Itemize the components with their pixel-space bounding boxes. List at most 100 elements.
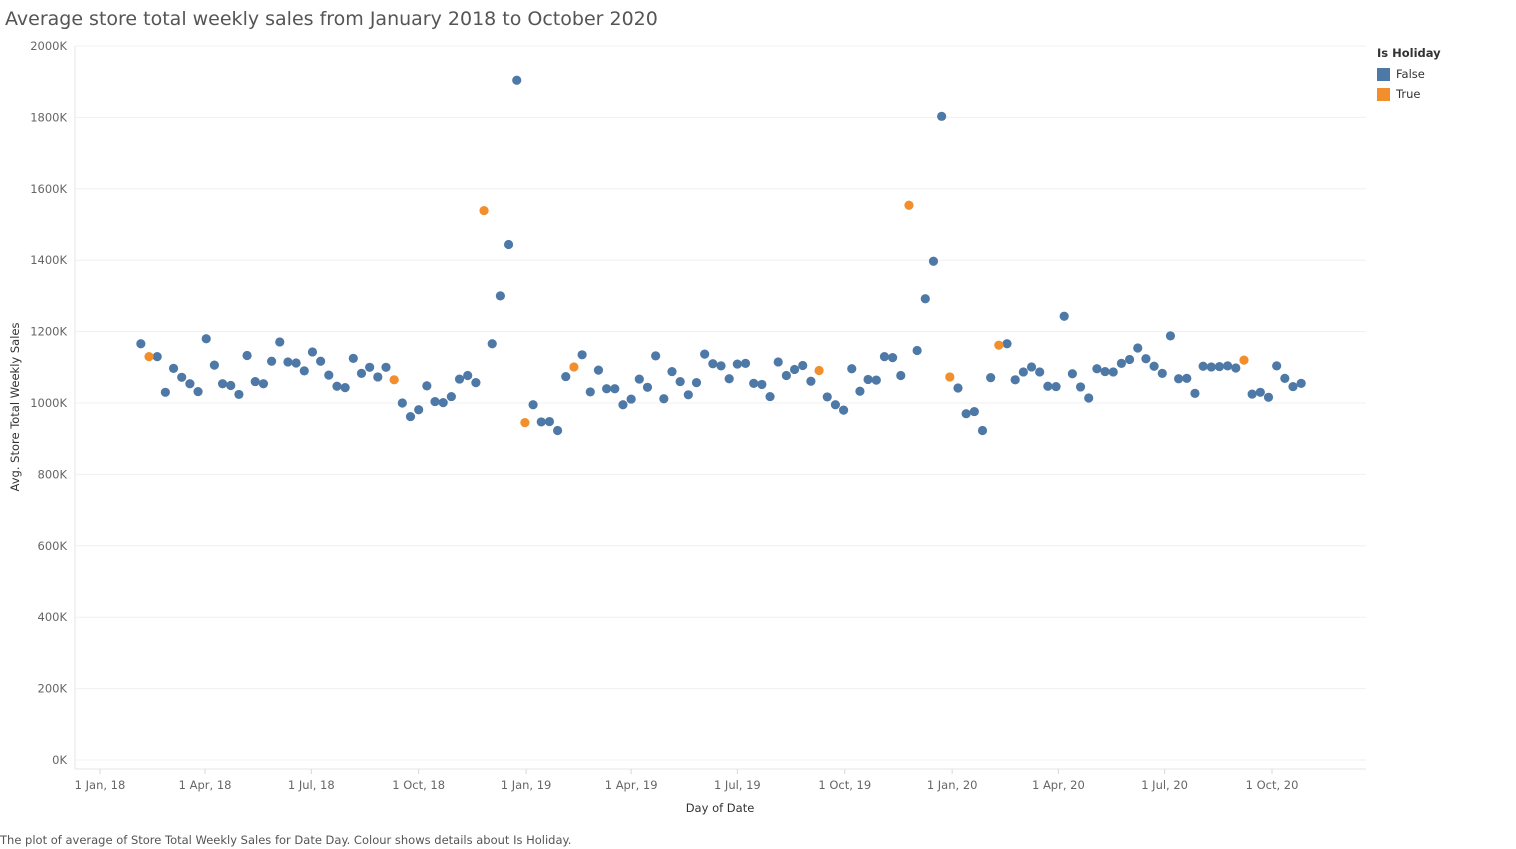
data-point-false[interactable] <box>185 379 195 389</box>
data-point-true[interactable] <box>945 372 955 382</box>
data-point-false[interactable] <box>920 294 930 304</box>
data-point-false[interactable] <box>659 394 669 404</box>
data-point-false[interactable] <box>365 362 375 372</box>
data-point-false[interactable] <box>201 334 211 344</box>
data-point-false[interactable] <box>667 366 677 377</box>
data-point-false[interactable] <box>610 384 620 394</box>
data-point-false[interactable] <box>1263 392 1274 402</box>
data-point-false[interactable] <box>454 374 465 384</box>
data-point-false[interactable] <box>266 356 277 366</box>
data-point-false[interactable] <box>405 411 416 422</box>
data-point-true[interactable] <box>144 351 154 362</box>
data-point-false[interactable] <box>740 358 751 368</box>
data-point-false[interactable] <box>316 356 326 366</box>
data-point-false[interactable] <box>152 351 162 362</box>
data-point-false[interactable] <box>830 400 841 410</box>
data-point-false[interactable] <box>414 405 424 415</box>
data-point-false[interactable] <box>1157 368 1167 378</box>
data-point-false[interactable] <box>381 362 391 372</box>
data-point-false[interactable] <box>356 368 367 378</box>
data-point-false[interactable] <box>503 239 514 250</box>
data-point-false[interactable] <box>626 394 636 404</box>
data-point-false[interactable] <box>544 416 555 427</box>
data-point-false[interactable] <box>1067 369 1077 379</box>
data-point-true[interactable] <box>1239 355 1249 365</box>
data-point-false[interactable] <box>896 370 906 381</box>
data-point-false[interactable] <box>691 378 702 388</box>
data-point-false[interactable] <box>340 383 350 393</box>
data-point-false[interactable] <box>757 379 767 390</box>
data-point-false[interactable] <box>512 75 522 85</box>
data-point-false[interactable] <box>217 379 228 389</box>
data-point-false[interactable] <box>283 357 293 367</box>
data-point-false[interactable] <box>1018 367 1028 377</box>
data-point-false[interactable] <box>675 376 685 387</box>
data-point-false[interactable] <box>495 291 505 301</box>
data-point-false[interactable] <box>250 376 260 387</box>
data-point-false[interactable] <box>1010 375 1020 385</box>
data-point-false[interactable] <box>1223 361 1233 371</box>
data-point-false[interactable] <box>724 374 734 384</box>
data-point-false[interactable] <box>1035 367 1045 377</box>
legend-item-false[interactable]: False <box>1377 64 1441 84</box>
data-point-false[interactable] <box>1198 361 1208 371</box>
data-point-false[interactable] <box>536 417 546 427</box>
data-point-true[interactable] <box>994 340 1004 350</box>
data-point-false[interactable] <box>1059 311 1069 321</box>
data-point-false[interactable] <box>618 400 628 410</box>
data-point-false[interactable] <box>1174 374 1184 384</box>
data-point-false[interactable] <box>1190 388 1200 398</box>
data-point-false[interactable] <box>1084 393 1094 403</box>
data-point-false[interactable] <box>1051 381 1061 392</box>
data-point-false[interactable] <box>561 371 571 382</box>
data-point-false[interactable] <box>806 376 816 386</box>
data-point-false[interactable] <box>961 409 971 419</box>
data-point-false[interactable] <box>953 383 963 393</box>
data-point-false[interactable] <box>986 373 996 383</box>
data-point-false[interactable] <box>977 425 988 436</box>
data-point-false[interactable] <box>324 370 334 380</box>
data-point-false[interactable] <box>708 359 718 369</box>
data-point-true[interactable] <box>814 365 824 376</box>
data-point-false[interactable] <box>446 391 456 402</box>
data-point-false[interactable] <box>888 353 898 363</box>
data-point-false[interactable] <box>307 347 318 357</box>
data-point-false[interactable] <box>602 384 612 394</box>
data-point-false[interactable] <box>1288 381 1298 392</box>
data-point-false[interactable] <box>471 378 481 388</box>
data-point-false[interactable] <box>847 364 857 374</box>
legend-item-true[interactable]: True <box>1377 84 1441 104</box>
data-point-false[interactable] <box>1272 361 1282 371</box>
data-point-false[interactable] <box>463 370 473 381</box>
data-point-false[interactable] <box>226 380 236 391</box>
data-point-false[interactable] <box>928 256 939 266</box>
data-point-false[interactable] <box>552 425 563 436</box>
data-point-false[interactable] <box>798 360 808 371</box>
data-point-false[interactable] <box>438 398 448 408</box>
data-point-false[interactable] <box>716 361 726 371</box>
data-point-false[interactable] <box>683 390 693 400</box>
data-point-false[interactable] <box>1255 387 1265 397</box>
data-point-false[interactable] <box>528 400 538 410</box>
data-point-false[interactable] <box>487 339 497 349</box>
data-point-false[interactable] <box>397 398 407 408</box>
data-point-false[interactable] <box>1182 373 1192 383</box>
data-point-false[interactable] <box>422 381 432 391</box>
data-point-false[interactable] <box>1231 363 1241 373</box>
data-point-false[interactable] <box>912 345 922 356</box>
data-point-false[interactable] <box>789 364 800 375</box>
data-point-false[interactable] <box>969 406 979 417</box>
data-point-false[interactable] <box>348 353 358 363</box>
data-point-false[interactable] <box>773 357 783 367</box>
data-point-false[interactable] <box>1133 343 1143 353</box>
data-point-false[interactable] <box>275 337 285 347</box>
data-point-false[interactable] <box>765 391 775 402</box>
data-point-false[interactable] <box>838 405 849 415</box>
data-point-false[interactable] <box>136 339 146 349</box>
data-point-false[interactable] <box>651 351 661 361</box>
data-point-false[interactable] <box>577 350 587 360</box>
data-point-false[interactable] <box>1149 361 1159 371</box>
data-point-false[interactable] <box>1092 364 1102 374</box>
data-point-false[interactable] <box>879 351 890 362</box>
data-point-false[interactable] <box>373 372 383 382</box>
